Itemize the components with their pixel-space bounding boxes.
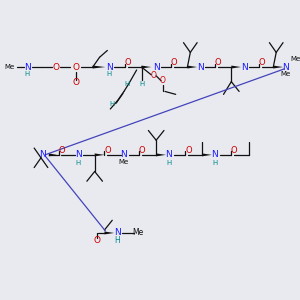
Text: H: H [107, 71, 112, 77]
Text: O: O [185, 146, 192, 154]
Text: N: N [40, 150, 46, 159]
Text: Me: Me [132, 229, 143, 238]
Text: O: O [150, 71, 156, 80]
Text: O: O [170, 58, 177, 67]
Text: O: O [58, 146, 65, 154]
Polygon shape [49, 153, 57, 156]
Text: O: O [214, 58, 221, 67]
Text: Me: Me [290, 56, 300, 62]
Text: O: O [258, 58, 265, 67]
Text: H: H [110, 101, 115, 107]
Text: Me: Me [119, 159, 129, 165]
Text: O: O [160, 76, 166, 85]
Text: N: N [106, 62, 113, 71]
Text: Me: Me [281, 71, 291, 77]
Text: O: O [52, 62, 59, 71]
Text: H: H [76, 160, 81, 166]
Text: N: N [166, 150, 172, 159]
Text: H: H [114, 236, 120, 245]
Text: Me: Me [4, 64, 15, 70]
Text: O: O [104, 146, 111, 154]
Text: H: H [139, 81, 144, 87]
Text: N: N [24, 62, 31, 71]
Text: N: N [114, 229, 121, 238]
Text: N: N [197, 62, 203, 71]
Polygon shape [95, 153, 104, 156]
Polygon shape [188, 66, 197, 68]
Text: O: O [73, 78, 80, 87]
Text: N: N [241, 62, 248, 71]
Polygon shape [231, 66, 241, 68]
Text: N: N [153, 62, 160, 71]
Text: N: N [121, 150, 127, 159]
Text: O: O [138, 146, 145, 154]
Text: H: H [166, 160, 172, 166]
Polygon shape [104, 232, 114, 234]
Polygon shape [273, 66, 283, 68]
Polygon shape [93, 66, 105, 68]
Text: O: O [124, 58, 131, 67]
Text: H: H [212, 160, 218, 166]
Text: O: O [93, 236, 100, 245]
Text: H: H [25, 71, 30, 77]
Polygon shape [156, 153, 166, 156]
Polygon shape [142, 66, 151, 68]
Text: N: N [212, 150, 218, 159]
Polygon shape [202, 153, 212, 156]
Text: H: H [124, 81, 130, 87]
Text: N: N [75, 150, 82, 159]
Text: O: O [231, 146, 238, 154]
Text: N: N [283, 62, 290, 71]
Text: O: O [73, 62, 80, 71]
